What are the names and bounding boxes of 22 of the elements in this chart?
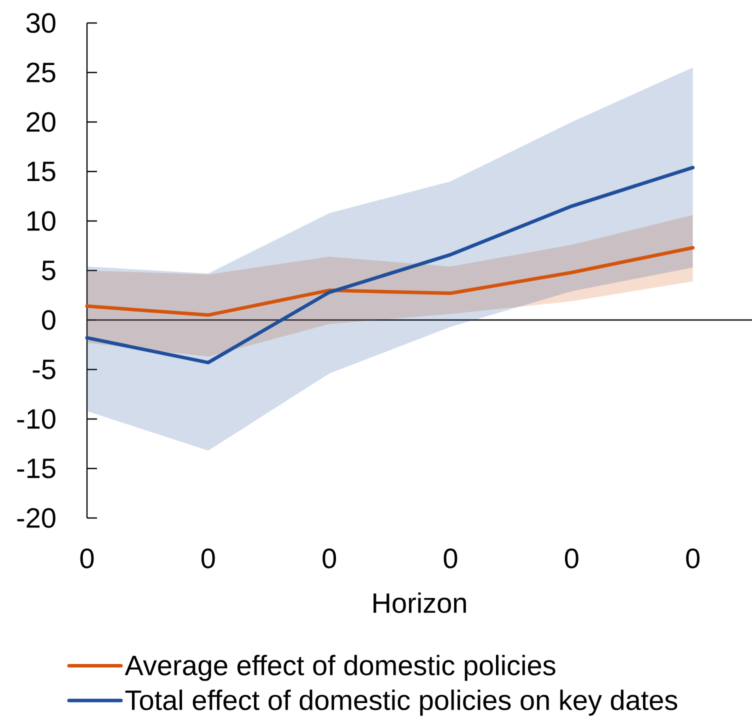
x-tick-label: 0 xyxy=(80,548,94,568)
line-series xyxy=(85,166,695,364)
x-tick-label: 0 xyxy=(201,548,215,568)
x-tick-label: 0 xyxy=(444,548,458,568)
y-tick-label: 30 xyxy=(26,13,56,33)
y-tick-label: 15 xyxy=(27,162,56,182)
x-tick-label: 0 xyxy=(322,548,336,568)
line-series xyxy=(85,246,695,317)
y-tick-label: -20 xyxy=(17,508,56,528)
x-tick-label: 0 xyxy=(686,548,700,568)
y-tick-label: 25 xyxy=(26,62,56,82)
y-tick-label: 5 xyxy=(42,260,56,280)
y-tick-label: 10 xyxy=(27,211,56,231)
y-tick-label: 20 xyxy=(26,112,56,132)
y-tick-label: -10 xyxy=(17,409,56,429)
x-axis-title: Horizon xyxy=(374,592,466,614)
x-tick-label: 0 xyxy=(564,548,578,568)
y-tick-label: 0 xyxy=(42,310,56,330)
legend-label: Average effect of domestic policies xyxy=(124,654,556,681)
y-tick-label: -5 xyxy=(32,360,56,380)
legend-label: Total effect of domestic policies on key dates xyxy=(125,690,678,716)
y-tick-label: -15 xyxy=(17,458,56,478)
